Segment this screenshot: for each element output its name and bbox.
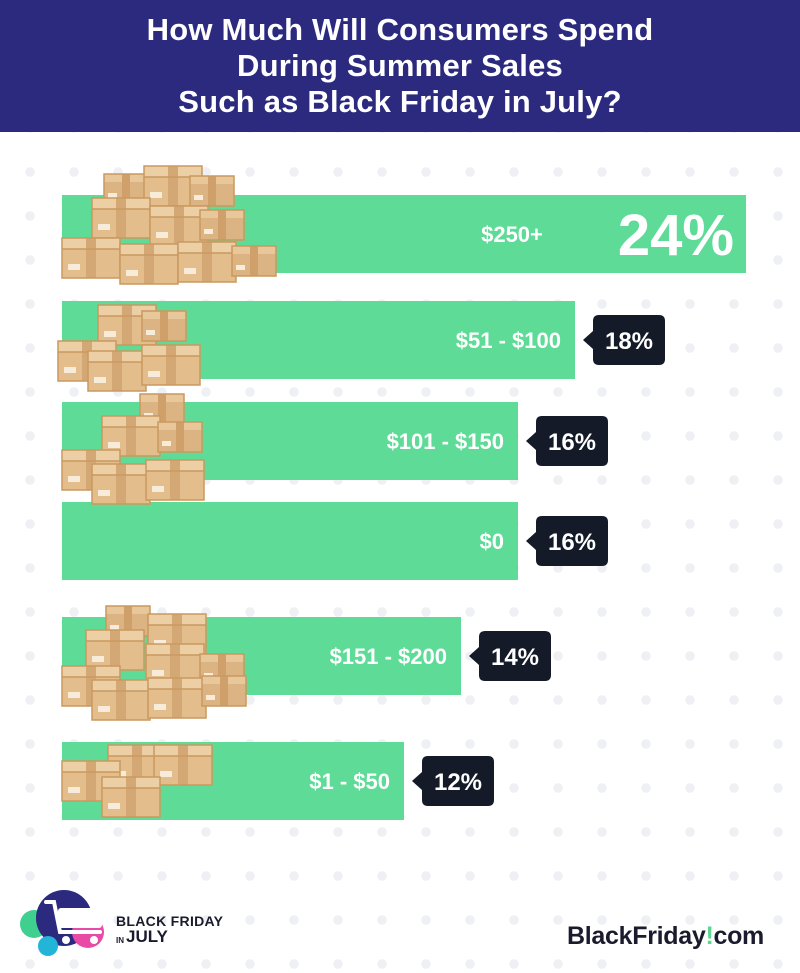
value-badge-5 — [412, 756, 494, 806]
campaign-logo-line2: JULY — [126, 927, 168, 946]
category-label-3: $0 — [480, 529, 504, 554]
bar-3 — [62, 502, 518, 580]
chart-header: How Much Will Consumers Spend During Sum… — [0, 0, 800, 132]
category-label-4: $151 - $200 — [330, 644, 447, 669]
title-line-3: Such as Black Friday in July? — [178, 84, 622, 119]
title-line-2: During Summer Sales — [237, 48, 563, 83]
brand-name: BlackFriday — [567, 922, 706, 950]
category-label-2: $101 - $150 — [387, 429, 504, 454]
value-label-4: 14% — [491, 644, 539, 671]
black-friday-in-july-logo — [20, 890, 104, 956]
brand-dot-icon: ! — [705, 922, 714, 950]
boxes-icon-0 — [62, 166, 276, 284]
campaign-logo-text: BLACK FRIDAY IN JULY — [116, 914, 223, 945]
title-line-1: How Much Will Consumers Spend — [146, 12, 654, 47]
brand-tld: com — [713, 922, 764, 950]
value-label-1: 18% — [605, 328, 653, 355]
logo-cyan-circle-icon — [38, 936, 58, 956]
category-label-1: $51 - $100 — [456, 328, 561, 353]
value-label-0: 24% — [618, 203, 734, 268]
value-badge-1 — [583, 315, 665, 365]
category-label-5: $1 - $50 — [309, 769, 390, 794]
value-label-2: 16% — [548, 429, 596, 456]
boxes-illustrations — [58, 166, 276, 817]
category-label-0: $250+ — [481, 222, 543, 247]
value-badge-2 — [526, 416, 608, 466]
campaign-logo-in: IN — [116, 936, 124, 945]
campaign-logo-line1: BLACK FRIDAY — [116, 913, 224, 929]
bars: $250+ 24% $51 - $100 18% $101 - $150 16% $0 16%… — [62, 195, 746, 820]
value-badge-3 — [526, 516, 608, 566]
brand-logo: BlackFriday!com — [567, 922, 764, 951]
shopping-cart-icon — [44, 900, 102, 944]
value-label-3: 16% — [548, 529, 596, 556]
value-label-5: 12% — [434, 769, 482, 796]
value-badge-4 — [469, 631, 551, 681]
